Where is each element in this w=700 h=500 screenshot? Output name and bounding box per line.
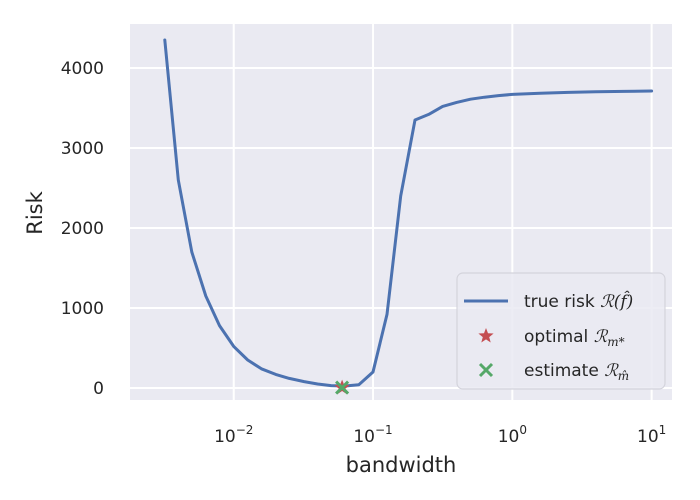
- legend: true risk ℛ(f̂) optimal ℛm* estimate ℛm̂: [456, 272, 666, 390]
- y-tick-labels: 0 1000 2000 3000 4000: [61, 59, 104, 399]
- x-tick-label: 100: [498, 423, 527, 447]
- x-tick-label: 101: [637, 423, 666, 447]
- legend-label: optimal ℛm*: [524, 327, 625, 349]
- x-tick-label: 10−1: [353, 423, 392, 447]
- x-tick-label: 10−2: [214, 423, 253, 447]
- true-risk-line: [163, 38, 654, 388]
- y-tick-label: 3000: [61, 139, 104, 159]
- legend-box: [456, 272, 666, 390]
- estimate-marker: [335, 380, 350, 395]
- legend-star-swatch: [478, 328, 494, 343]
- series-layer: [163, 38, 654, 388]
- y-tick-label: 2000: [61, 219, 104, 239]
- x-tick-labels: 10−2 10−1 100 101: [214, 423, 666, 447]
- y-tick-label: 4000: [61, 59, 104, 79]
- y-axis-label: Risk: [23, 190, 47, 234]
- legend-x-swatch: [478, 362, 494, 378]
- x-axis-label: bandwidth: [346, 453, 457, 477]
- y-tick-label: 1000: [61, 299, 104, 319]
- y-tick-label: 0: [93, 379, 104, 399]
- marker-layer: [334, 379, 350, 395]
- legend-label: estimate ℛm̂: [524, 361, 629, 383]
- legend-label: true risk ℛ(f̂): [524, 291, 633, 312]
